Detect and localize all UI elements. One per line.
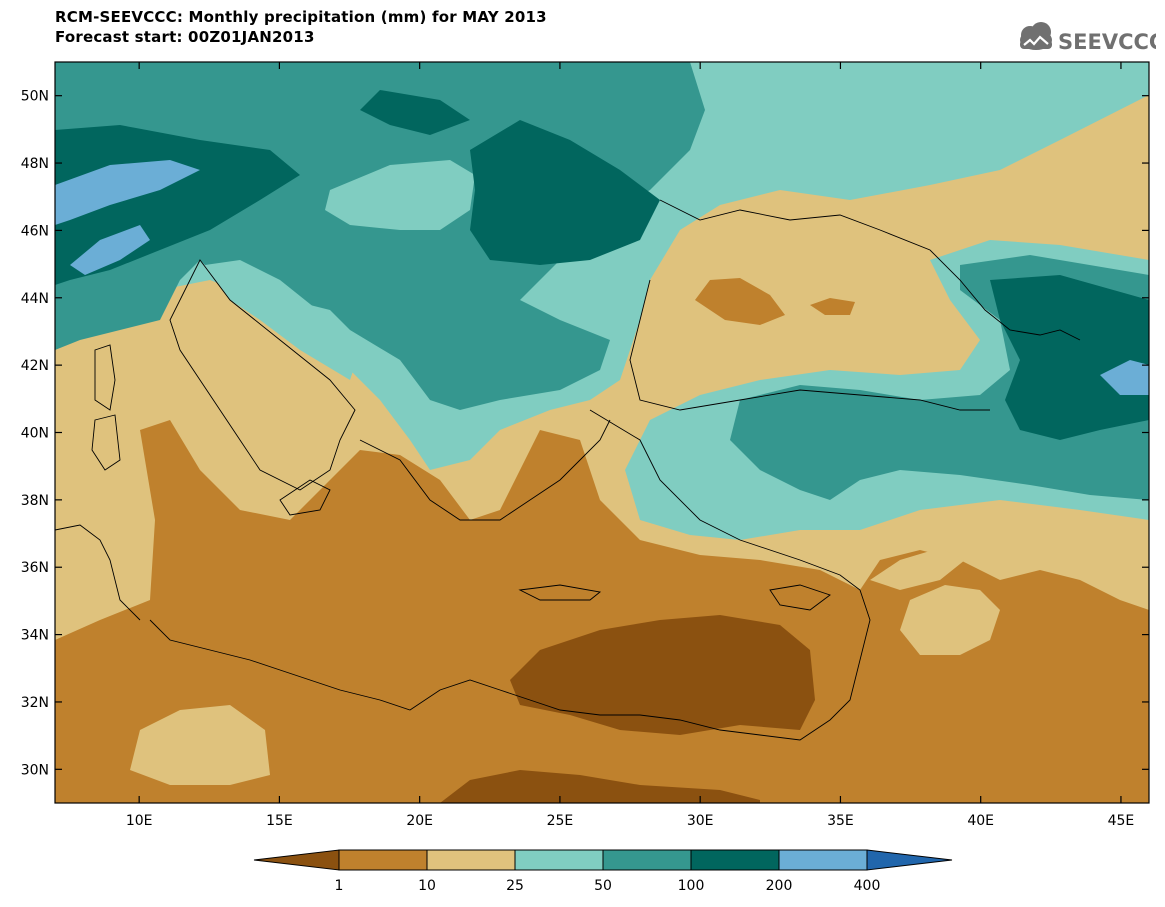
lon-tick-label: 20E [406,813,433,829]
forecast-start-subtitle: Forecast start: 00Z01JAN2013 [55,28,315,46]
field-10-25-levant [900,585,1000,655]
lat-tick-label: 38N [21,493,49,509]
field-10-25-levant-north [870,548,965,590]
field-lt1-east-med [510,615,815,735]
colorbar-label: 200 [766,878,793,894]
field-lt1-south [440,770,760,803]
colorbar-label: 25 [506,878,524,894]
field-200-400-alps-2 [70,225,150,275]
field-100-200-caucasus [990,275,1149,440]
colorbar-label: 400 [854,878,881,894]
lat-tick-label: 40N [21,426,49,442]
latitude-axis: 30N 32N 34N 36N 38N 40N 42N 44N 46N 48N 50N [21,89,1149,778]
lat-tick-label: 44N [21,291,49,307]
field-25-50-pannonian [325,160,475,230]
colorbar-extend-max [866,849,953,871]
colorbar: 1 10 25 50 100 200 400 [253,849,953,894]
field-100-200-north [360,90,470,135]
lon-tick-label: 40E [967,813,994,829]
lon-tick-label: 45E [1108,813,1135,829]
colorbar-segment [426,849,516,871]
field-10-25-libya [130,705,270,785]
field-25-50-adriatic [205,260,360,380]
colorbar-segment [514,849,604,871]
precipitation-field [55,62,1149,803]
field-200-400-alps-1 [55,160,200,225]
map-title: RCM-SEEVCCC: Monthly precipitation (mm) … [55,8,547,26]
seevccc-logo: SEEVCCC [1020,22,1156,54]
lat-tick-label: 42N [21,358,49,374]
lat-tick-label: 32N [21,695,49,711]
field-1-10-south [55,420,1149,803]
colorbar-label: 10 [418,878,436,894]
field-1-10-blacksea-1 [695,278,785,325]
lat-tick-label: 36N [21,560,49,576]
lon-tick-label: 35E [827,813,854,829]
longitude-axis: 10E 15E 20E 25E 30E 35E 40E 45E [126,62,1134,829]
colorbar-label: 50 [594,878,612,894]
colorbar-segment [690,849,780,871]
colorbar-label: 100 [678,878,705,894]
lat-tick-label: 34N [21,628,49,644]
cloud-icon [1020,22,1052,50]
lon-tick-label: 15E [266,813,293,829]
lat-tick-label: 30N [21,762,49,778]
colorbar-label: 1 [335,878,344,894]
lat-tick-label: 50N [21,89,49,105]
lat-tick-label: 46N [21,223,49,239]
colorbar-segment [602,849,692,871]
field-1-10-blacksea-2 [810,298,855,315]
coastlines [55,199,1081,741]
field-100-200-carpathians [470,120,660,265]
logo-text: SEEVCCC [1058,30,1156,54]
colorbar-extend-min [253,849,340,871]
lon-tick-label: 30E [687,813,714,829]
lon-tick-label: 25E [547,813,574,829]
lon-tick-label: 10E [126,813,153,829]
lat-tick-label: 48N [21,156,49,172]
field-200-400-caucasus [1100,360,1149,395]
colorbar-segment [338,849,428,871]
colorbar-segment [778,849,868,871]
